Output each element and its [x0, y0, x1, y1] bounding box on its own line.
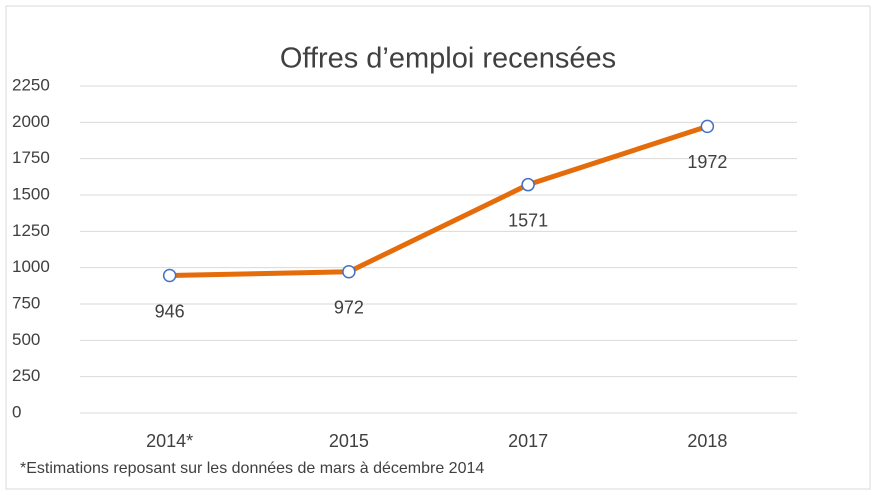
y-tick-label: 1250 [12, 221, 50, 240]
x-tick-label: 2014* [146, 431, 193, 451]
series-line [169, 124, 709, 279]
point-marker [521, 177, 535, 192]
chart-border [5, 5, 871, 490]
y-tick-label: 1500 [12, 184, 50, 203]
data-label: 946 [155, 301, 185, 321]
y-tick-label: 750 [12, 293, 40, 312]
y-tick-label: 500 [12, 330, 40, 349]
x-tick-label: 2015 [329, 431, 369, 451]
point-marker [700, 119, 715, 134]
y-tick-label: 2250 [12, 75, 50, 94]
y-tick-label: 0 [12, 402, 21, 421]
y-tick-label: 2000 [12, 112, 50, 131]
data-label: 1972 [687, 152, 727, 172]
point-marker [342, 264, 356, 279]
y-tick-label: 1000 [12, 257, 50, 276]
chart-title: Offres d’emploi recensées [280, 43, 616, 75]
data-label: 972 [334, 297, 364, 317]
y-tick-label: 250 [12, 366, 40, 385]
data-label: 1571 [508, 210, 548, 230]
x-tick-label: 2017 [508, 431, 548, 451]
point-marker [162, 268, 177, 283]
x-tick-label: 2018 [687, 431, 727, 451]
footnote: *Estimations reposant sur les données de… [20, 460, 484, 477]
y-tick-label: 1750 [12, 148, 50, 167]
